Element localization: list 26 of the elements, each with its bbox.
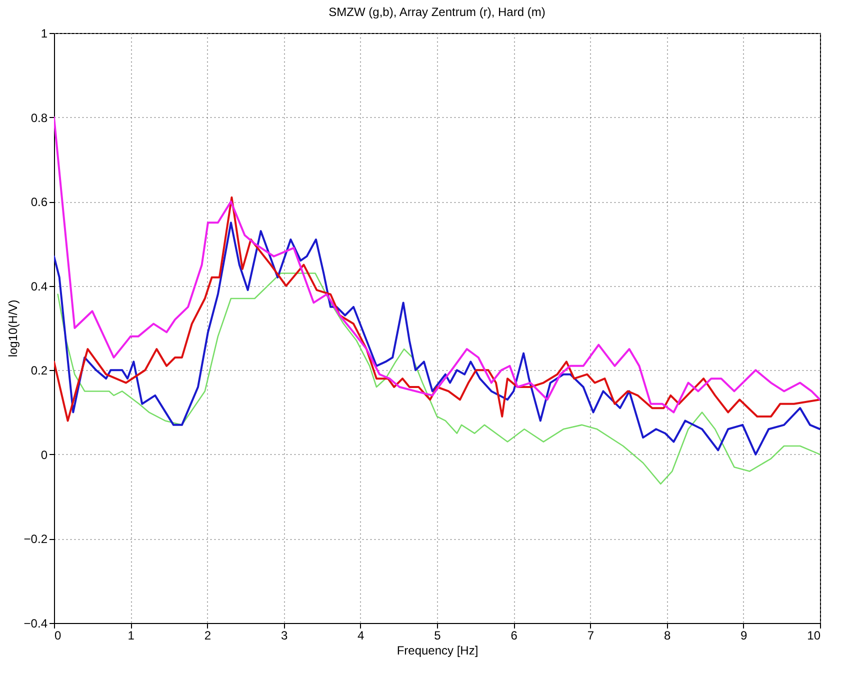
y-tick-label: 0.6 bbox=[30, 195, 48, 210]
x-tick-label: 2 bbox=[204, 628, 212, 642]
line-series bbox=[54, 116, 820, 414]
y-tick-label: −0.2 bbox=[24, 532, 48, 546]
x-tick-label: 5 bbox=[434, 628, 442, 642]
x-tick-label: 4 bbox=[358, 628, 365, 642]
x-tick-label: 6 bbox=[510, 628, 518, 642]
x-tick-label: 7 bbox=[587, 628, 594, 642]
line-series bbox=[57, 272, 820, 485]
chart-title: SMZW (g,b), Array Zentrum (r), Hard (m) bbox=[328, 5, 546, 19]
y-tick-label: −0.4 bbox=[24, 616, 48, 630]
line-series bbox=[54, 222, 820, 456]
x-tick-label: 9 bbox=[740, 628, 748, 642]
y-tick-label: 0.2 bbox=[30, 364, 48, 378]
line-series bbox=[54, 196, 820, 422]
x-tick-label: 1 bbox=[128, 628, 135, 642]
y-tick-label: 0.8 bbox=[30, 110, 48, 125]
x-tick-label: 8 bbox=[664, 628, 671, 642]
y-tick-label: 0.4 bbox=[30, 279, 48, 294]
y-tick-label: 1 bbox=[40, 26, 48, 40]
y-axis-title: log10(H/V) bbox=[6, 300, 20, 358]
y-tick-label: 0 bbox=[40, 448, 48, 462]
x-tick-label: 10 bbox=[807, 628, 821, 642]
x-tick-label: 3 bbox=[280, 628, 288, 642]
x-tick-label: 0 bbox=[54, 628, 62, 642]
x-axis-title: Frequency [Hz] bbox=[396, 644, 478, 658]
